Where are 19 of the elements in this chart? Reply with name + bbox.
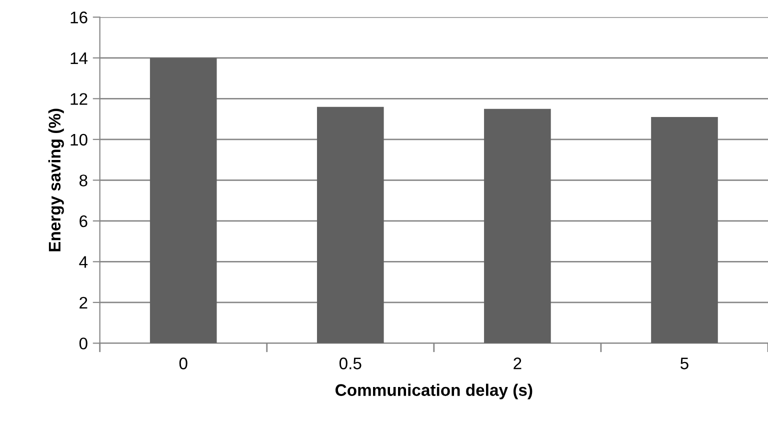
x-tick-label: 2 — [514, 358, 522, 370]
y-tick-label: 8 — [79, 174, 88, 186]
y-tick-label: 12 — [70, 93, 88, 105]
bar — [150, 58, 217, 344]
bar — [484, 108, 551, 344]
y-tick-label: 10 — [70, 134, 88, 146]
y-axis-title: Energy saving (%) — [48, 108, 64, 252]
y-tick-label: 4 — [79, 256, 88, 268]
bar — [316, 106, 384, 344]
x-tick-label: 0 — [179, 358, 188, 370]
y-tick-label: 16 — [70, 12, 88, 24]
x-tick-label: 5 — [680, 358, 688, 370]
y-tick-label: 0 — [79, 338, 88, 350]
y-tick-label: 6 — [80, 215, 88, 228]
x-tick-label: 0.5 — [339, 358, 362, 370]
y-tick-label: 14 — [70, 52, 88, 64]
y-tick-label: 2 — [80, 296, 88, 308]
bar — [651, 117, 718, 344]
x-axis-title: Communication delay (s) — [336, 384, 532, 400]
